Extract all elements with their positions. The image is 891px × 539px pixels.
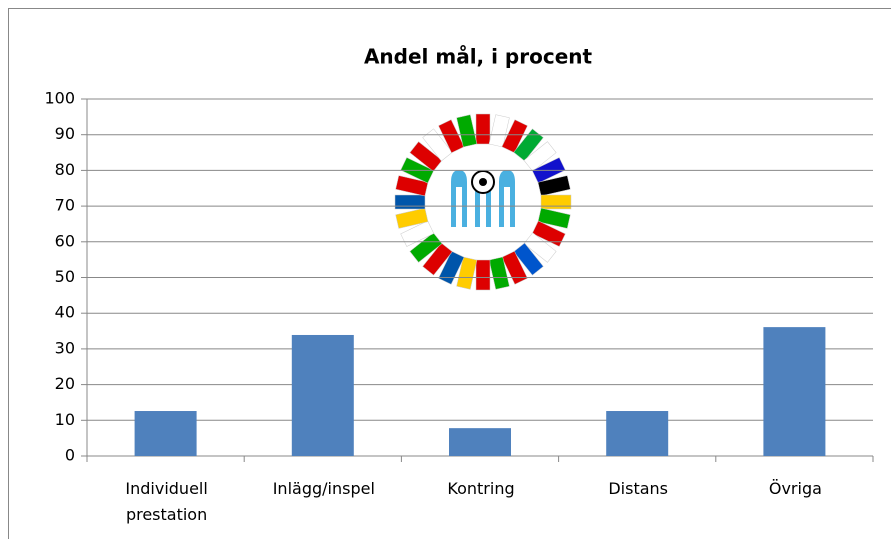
logo-flag bbox=[409, 141, 443, 172]
y-tick-label: 0 bbox=[65, 446, 75, 465]
y-tick-label: 10 bbox=[55, 410, 75, 429]
logo-flag bbox=[513, 128, 544, 162]
bar bbox=[606, 411, 669, 456]
logo-figure bbox=[499, 170, 515, 227]
y-tick-label: 100 bbox=[44, 89, 75, 108]
logo-flag bbox=[531, 220, 566, 247]
logo-figure bbox=[451, 170, 467, 227]
logo-flag bbox=[513, 242, 544, 276]
y-tick-label: 20 bbox=[55, 374, 75, 393]
x-tick-label: Övriga bbox=[768, 479, 822, 498]
logo-flag bbox=[438, 119, 465, 154]
logo bbox=[383, 102, 583, 302]
logo-flag bbox=[488, 114, 510, 148]
logo-flag bbox=[438, 250, 465, 285]
logo-flag bbox=[394, 194, 426, 210]
logo-ball-spot bbox=[479, 178, 487, 186]
logo-flag bbox=[540, 194, 572, 210]
logo-flag bbox=[395, 207, 429, 229]
logo-flag bbox=[475, 113, 491, 145]
logo-flag bbox=[523, 141, 557, 172]
logo-flag bbox=[456, 114, 478, 148]
x-tick-label: Inlägg/inspel bbox=[272, 479, 375, 498]
logo-flag bbox=[395, 175, 429, 197]
logo-flag bbox=[400, 220, 435, 247]
bar bbox=[449, 428, 511, 456]
y-tick-label: 30 bbox=[55, 338, 75, 357]
logo-flag bbox=[501, 250, 528, 285]
logo-flag bbox=[501, 119, 528, 154]
bar bbox=[134, 411, 197, 456]
logo-flag bbox=[422, 128, 453, 162]
logo-flag bbox=[537, 175, 571, 197]
chart-title: Andel mål, i procent bbox=[364, 45, 593, 69]
x-tick-label: Individuell prestation bbox=[125, 479, 208, 524]
y-tick-label: 90 bbox=[55, 124, 75, 143]
y-tick-label: 60 bbox=[55, 231, 75, 250]
logo-flag bbox=[475, 259, 491, 291]
logo-flag bbox=[456, 256, 478, 290]
logo-flag bbox=[422, 242, 453, 276]
x-tick-label: Distans bbox=[608, 479, 669, 498]
y-tick-label: 50 bbox=[55, 267, 75, 286]
logo-flag bbox=[537, 207, 571, 229]
y-tick-label: 80 bbox=[55, 160, 75, 179]
bar bbox=[291, 334, 354, 456]
bar bbox=[763, 327, 826, 456]
logo-flag bbox=[488, 256, 510, 290]
y-tick-label: 40 bbox=[55, 303, 75, 322]
y-tick-label: 70 bbox=[55, 196, 75, 215]
x-tick-label: Kontring bbox=[447, 479, 515, 498]
